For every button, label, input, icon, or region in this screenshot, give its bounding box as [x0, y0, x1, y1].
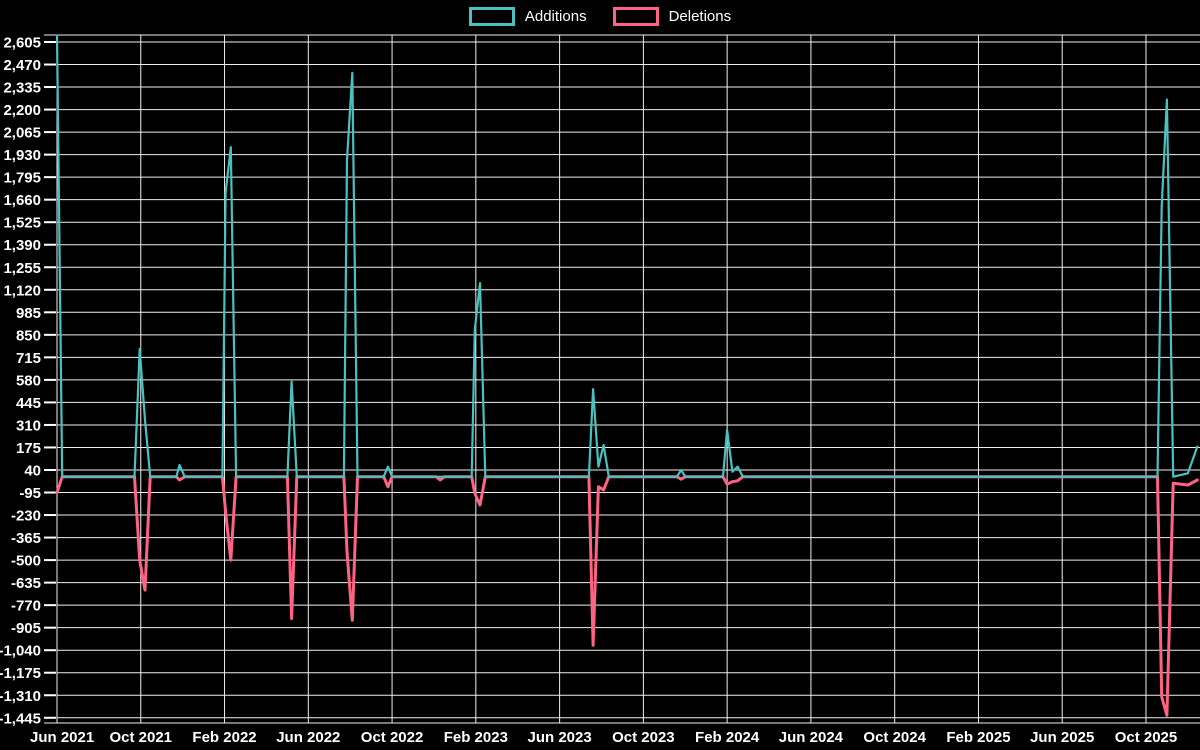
y-tick-label: -770 — [11, 598, 41, 615]
y-tick-label: 1,390 — [3, 237, 41, 254]
legend-item-deletions[interactable]: Deletions — [612, 7, 732, 26]
y-tick-label: 1,255 — [3, 260, 41, 277]
y-tick-label: -230 — [11, 508, 41, 525]
y-tick-label: 40 — [24, 462, 41, 479]
y-tick-label: -500 — [11, 553, 41, 570]
y-tick-label: 310 — [16, 417, 41, 434]
legend-label-additions: Additions — [524, 8, 587, 25]
y-tick-label: -95 — [19, 485, 41, 502]
y-tick-label: 2,200 — [3, 102, 41, 119]
y-tick-label: 1,525 — [3, 215, 41, 232]
y-tick-label: 1,120 — [3, 282, 41, 299]
y-tick-label: 580 — [16, 372, 41, 389]
y-tick-label: -1,040 — [0, 643, 41, 660]
y-tick-label: 985 — [16, 305, 41, 322]
x-tick-label: Jun 2021 — [30, 729, 94, 746]
x-tick-label: Oct 2024 — [863, 729, 926, 746]
x-tick-label: Jun 2024 — [779, 729, 844, 746]
x-tick-label: Feb 2022 — [192, 729, 256, 746]
y-tick-label: -905 — [11, 620, 41, 637]
x-tick-label: Feb 2025 — [946, 729, 1010, 746]
y-tick-label: -635 — [11, 575, 41, 592]
x-tick-label: Jun 2025 — [1030, 729, 1094, 746]
y-tick-label: 850 — [16, 327, 41, 344]
y-tick-label: 1,795 — [3, 170, 41, 187]
y-tick-label: 175 — [16, 440, 41, 457]
y-tick-label: 445 — [16, 395, 41, 412]
y-tick-label: -1,310 — [0, 688, 41, 705]
x-tick-label: Feb 2023 — [444, 729, 508, 746]
additions-swatch-icon — [468, 7, 515, 26]
x-tick-label: Oct 2023 — [612, 729, 675, 746]
additions-line — [55, 34, 1199, 478]
legend-item-additions[interactable]: Additions — [468, 7, 587, 26]
y-tick-label: -365 — [11, 530, 41, 547]
y-tick-label: 2,470 — [3, 57, 41, 74]
y-tick-label: 1,930 — [3, 147, 41, 164]
y-tick-label: 2,605 — [3, 35, 41, 52]
x-tick-label: Jun 2023 — [527, 729, 591, 746]
legend-label-deletions: Deletions — [668, 8, 732, 25]
x-tick-label: Oct 2022 — [361, 729, 424, 746]
y-tick-label: 1,660 — [3, 192, 41, 209]
y-tick-label: -1,445 — [0, 710, 41, 727]
y-tick-label: 2,065 — [3, 125, 41, 142]
y-tick-label: 715 — [16, 350, 41, 367]
deletions-line — [55, 475, 1199, 717]
x-tick-label: Oct 2021 — [109, 729, 172, 746]
deletions-swatch-icon — [612, 7, 659, 26]
x-tick-label: Oct 2025 — [1115, 729, 1178, 746]
x-tick-label: Feb 2024 — [695, 729, 760, 746]
y-tick-label: 2,335 — [3, 80, 41, 97]
x-tick-label: Jun 2022 — [276, 729, 340, 746]
chart-legend: Additions Deletions — [0, 7, 1200, 26]
y-tick-label: -1,175 — [0, 665, 41, 682]
